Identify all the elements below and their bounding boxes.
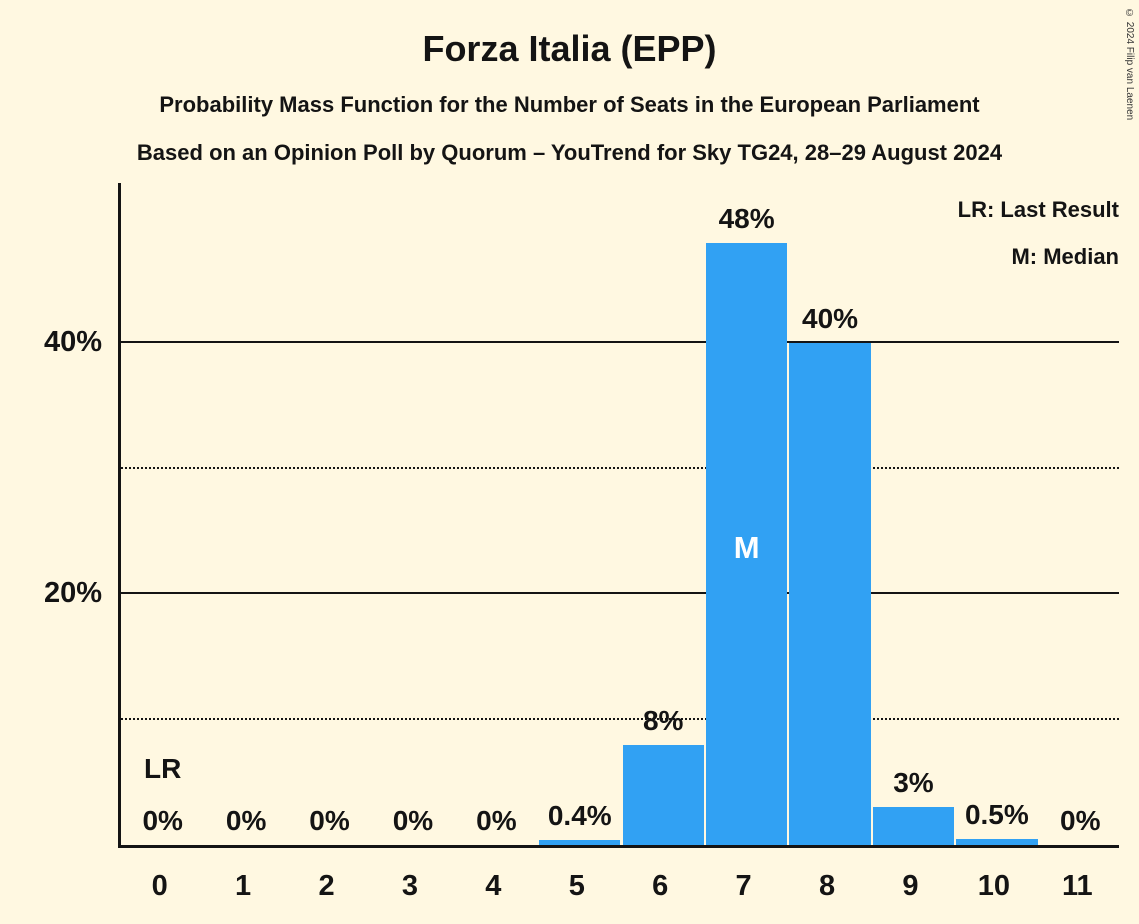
bar-value-label: 0% — [309, 805, 350, 836]
legend-median: M: Median — [1011, 244, 1119, 269]
x-axis-label: 10 — [977, 870, 1010, 902]
plot-area: 0% 0% 0% 0% 0% 0.4% 8% 48% 40% 3% 0.5% 0% LR M — [118, 183, 1119, 848]
bar — [956, 838, 1038, 845]
copyright-notice: © 2024 Filip van Laenen — [1124, 8, 1135, 121]
bar-value-label: 48% — [718, 202, 775, 234]
x-axis-label: 6 — [652, 870, 669, 902]
gridline-solid — [121, 341, 1119, 344]
x-axis-label: 5 — [568, 870, 585, 902]
bar — [622, 744, 704, 845]
bar — [789, 343, 871, 845]
median-marker: M — [733, 529, 760, 565]
x-axis-label: 8 — [818, 870, 836, 902]
x-axis-label: 3 — [401, 870, 419, 902]
y-axis-label: 20% — [43, 577, 102, 610]
legend: LR: Last Result M: Median — [958, 186, 1119, 280]
bar — [705, 242, 788, 845]
x-axis-label: 0 — [151, 870, 168, 902]
gridline-dotted — [121, 466, 1119, 469]
bar-value-label: 0% — [142, 805, 183, 836]
bar — [872, 807, 955, 845]
x-axis-label: 2 — [318, 870, 335, 902]
last-result-marker: LR — [144, 753, 182, 784]
x-axis-label: 7 — [735, 870, 752, 902]
gridline-solid — [121, 592, 1119, 595]
y-axis-label: 40% — [43, 326, 102, 359]
bar-value-label: 3% — [893, 767, 934, 799]
chart-subtitle: Probability Mass Function for the Number… — [159, 92, 980, 117]
bar-value-label: 0.5% — [964, 798, 1029, 830]
x-axis-label: 9 — [902, 870, 919, 902]
x-axis-labels: 0 1 2 3 4 5 6 7 8 9 10 11 — [118, 870, 1119, 912]
chart-title: Forza Italia (EPP) — [422, 28, 717, 69]
x-axis-label: 11 — [1061, 870, 1093, 902]
gridline-dotted — [121, 717, 1119, 720]
bar-value-label: 0% — [225, 805, 267, 836]
bar-value-label: 0.4% — [547, 799, 612, 831]
bar-value-label: 0% — [392, 805, 434, 836]
x-axis-label: 1 — [235, 870, 252, 902]
chart-source-line: Based on an Opinion Poll by Quorum – You… — [136, 140, 1003, 165]
x-axis-label: 4 — [485, 870, 502, 902]
bar-value-label: 40% — [802, 303, 859, 335]
bar-value-label: 0% — [476, 805, 517, 836]
bar-value-label: 8% — [642, 704, 684, 736]
bar — [539, 839, 621, 845]
bar-value-label: 0% — [1060, 805, 1101, 836]
legend-last-result: LR: Last Result — [957, 197, 1119, 222]
